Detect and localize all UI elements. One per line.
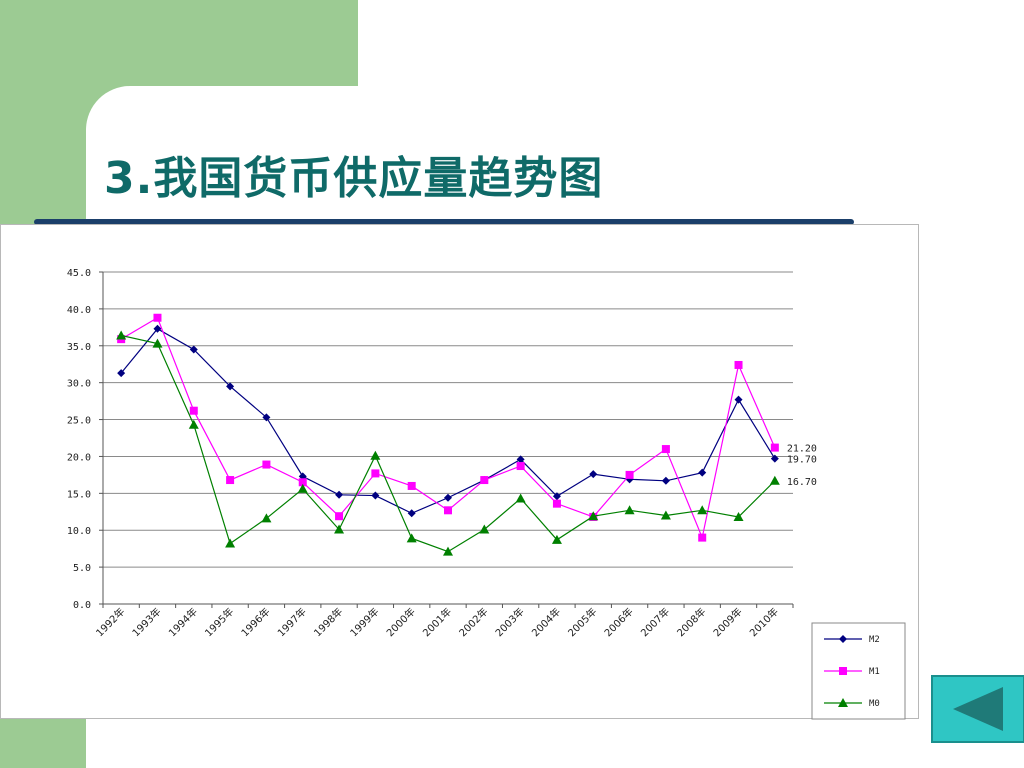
legend-marker-m1 [839, 667, 847, 675]
data-point-m1 [189, 406, 198, 415]
slide-title: 3.我国货币供应量趋势图 [104, 153, 604, 204]
data-point-m1 [516, 462, 525, 471]
data-point-m2 [371, 491, 380, 500]
x-tick-label: 2003年 [492, 605, 526, 639]
x-tick-label: 1998年 [311, 605, 345, 639]
data-point-m2 [770, 454, 779, 463]
data-label-m0: 16.70 [787, 477, 817, 488]
legend-marker-m2 [839, 635, 847, 643]
data-point-m2 [262, 413, 271, 422]
data-point-m0 [188, 419, 199, 429]
legend-entry-m2: M2 [869, 635, 880, 645]
x-tick-label: 2009年 [710, 605, 744, 639]
previous-slide-button[interactable] [931, 675, 1024, 743]
data-point-m0 [116, 330, 127, 340]
data-point-m0 [152, 338, 163, 348]
data-point-m2 [189, 345, 198, 354]
y-tick-label: 10.0 [67, 526, 91, 537]
data-label-m1: 21.20 [787, 444, 817, 455]
data-point-m0 [261, 513, 272, 523]
x-tick-label: 1993年 [129, 605, 163, 639]
data-point-m1 [444, 506, 452, 515]
chart-container: 0.0 5.0 10.0 15.0 20.0 25.0 30.0 35.0 40.0 45.0 19… [0, 224, 919, 720]
data-point-m2 [661, 476, 670, 485]
data-point-m1 [298, 478, 307, 487]
data-point-m2 [589, 470, 598, 479]
title-underline [34, 219, 854, 225]
data-point-m0 [297, 483, 308, 493]
y-tick-label: 40.0 [67, 305, 91, 316]
data-point-m1 [371, 469, 380, 478]
data-point-m0 [697, 505, 708, 515]
data-point-m2 [734, 395, 743, 404]
x-tick-label: 2006年 [601, 605, 635, 639]
series-line-m2 [120, 328, 776, 514]
line-chart: 0.0 5.0 10.0 15.0 20.0 25.0 30.0 35.0 40.0 45.0 19… [67, 268, 906, 720]
y-tick-label: 20.0 [67, 452, 91, 463]
data-point-m2 [153, 324, 162, 333]
data-point-m0 [624, 505, 635, 515]
data-point-m2 [444, 493, 452, 502]
data-point-m0 [769, 475, 780, 485]
data-point-m0 [733, 511, 744, 521]
data-point-m0 [225, 538, 236, 548]
x-tick-label: 1995年 [202, 605, 236, 639]
data-point-m2 [698, 468, 707, 477]
y-tick-label: 25.0 [67, 416, 91, 427]
data-point-m0 [334, 524, 345, 534]
y-tick-label: 30.0 [67, 379, 91, 390]
y-tick-label: 35.0 [67, 342, 91, 353]
data-point-m2 [552, 492, 561, 501]
data-point-m2 [335, 490, 344, 499]
legend-marker-m0 [838, 698, 848, 707]
series-line-m1 [120, 316, 776, 540]
data-point-m1 [661, 445, 670, 454]
data-point-m2 [226, 382, 235, 391]
data-point-m1 [734, 360, 743, 369]
data-point-m1 [770, 443, 779, 452]
data-point-m1 [226, 476, 235, 485]
x-tick-label: 2007年 [638, 605, 672, 639]
x-tick-label: 1992年 [93, 605, 127, 639]
data-label-m2: 19.70 [787, 455, 817, 466]
data-point-m1 [153, 313, 162, 322]
legend-entry-m0: M0 [869, 699, 880, 709]
data-point-m1 [262, 460, 271, 469]
x-tick-label: 1994年 [166, 605, 200, 639]
data-point-m0 [551, 534, 562, 544]
data-point-m0 [588, 511, 599, 521]
data-point-m1 [625, 470, 634, 479]
y-tick-label: 45.0 [67, 268, 91, 279]
data-point-m1 [407, 481, 416, 490]
series-line-m0 [121, 334, 776, 553]
data-point-m0 [515, 493, 526, 503]
y-tick-label: 0.0 [73, 600, 91, 611]
x-tick-label: 2008年 [674, 605, 708, 639]
x-tick-label: 2000年 [384, 605, 418, 639]
data-point-m1 [552, 499, 561, 508]
x-tick-label: 1997年 [275, 605, 309, 639]
data-point-m0 [660, 510, 671, 520]
data-point-m2 [407, 509, 416, 518]
data-point-m2 [117, 369, 126, 378]
x-tick-label: 1996年 [238, 605, 272, 639]
data-point-m1 [698, 533, 707, 542]
x-tick-label: 1999年 [347, 605, 381, 639]
y-tick-label: 5.0 [73, 563, 91, 574]
data-point-m0 [370, 450, 381, 460]
x-tick-label: 2002年 [456, 605, 490, 639]
data-point-m0 [443, 546, 453, 556]
legend-entry-m1: M1 [869, 667, 880, 677]
x-tick-label: 2010年 [747, 605, 781, 639]
x-tick-label: 2004年 [529, 605, 563, 639]
data-point-m1 [480, 476, 489, 485]
x-tick-label: 2001年 [420, 605, 454, 639]
data-point-m2 [516, 455, 525, 464]
data-point-m0 [406, 533, 417, 543]
data-point-m0 [479, 524, 490, 534]
y-tick-label: 15.0 [67, 489, 91, 500]
triangle-left-icon [953, 687, 1003, 731]
x-tick-label: 2005年 [565, 605, 599, 639]
data-point-m1 [335, 512, 344, 521]
